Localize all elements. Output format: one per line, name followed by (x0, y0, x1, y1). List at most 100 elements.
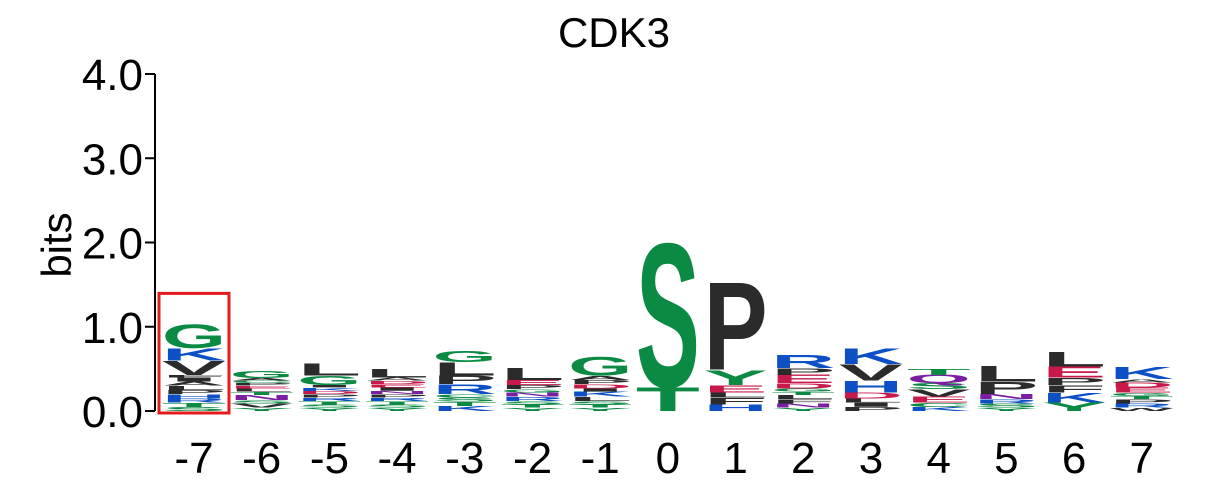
residue-glyph: Y (974, 407, 1038, 412)
residue-glyph: P (162, 389, 226, 396)
residue-glyph: T (771, 391, 835, 396)
y-tick-label: 2.0 (82, 220, 143, 269)
x-tick-label: 1 (723, 434, 747, 483)
residue-glyph: P (501, 384, 565, 391)
residue-glyph: G (501, 388, 565, 393)
residue-glyph: Y (297, 407, 361, 412)
residue-glyph: L (162, 385, 226, 392)
residue-glyph: S (974, 402, 1038, 409)
residue-glyph: V (162, 357, 226, 379)
residue-glyph: L (568, 396, 632, 403)
x-tick-label: -2 (513, 434, 552, 483)
residue-glyph: S (433, 396, 497, 403)
residue-glyph: L (433, 359, 497, 380)
residue-glyph: Q (907, 373, 971, 386)
residue-glyph: K (1110, 363, 1174, 383)
residue-glyph: D (839, 391, 903, 400)
residue-glyph: R (365, 397, 429, 402)
residue-glyph: T (162, 402, 226, 409)
residue-glyph: C (433, 393, 497, 398)
residue-glyph: E (501, 379, 565, 387)
residue-glyph: K (433, 405, 497, 413)
residue-glyph: R (771, 351, 835, 372)
residue-glyph: P (230, 383, 294, 387)
residue-glyph: L (704, 391, 768, 399)
residue-glyph: N (501, 391, 565, 398)
residue-glyph: E (771, 373, 835, 386)
residue-glyph: S (162, 406, 226, 413)
residue-glyph: G (433, 348, 497, 365)
residue-glyph: P (433, 374, 497, 387)
y-axis: 0.0 1.0 2.0 3.0 4.0 (82, 51, 156, 437)
residue-glyph: G (771, 387, 835, 392)
residue-glyph: E (704, 383, 768, 395)
residue-glyph: T (297, 400, 361, 405)
x-tick-label: 4 (926, 434, 950, 483)
residue-glyph: H (704, 403, 768, 413)
residue-glyph: K (568, 390, 632, 398)
residue-glyph: N (974, 393, 1038, 401)
residue-glyph: L (501, 364, 565, 384)
residue-glyph: P (704, 256, 768, 396)
residue-glyph: N (230, 394, 294, 402)
residue-glyph: Y (704, 366, 768, 390)
highlight-box (157, 291, 231, 415)
residue-glyph: G (230, 369, 294, 381)
residue-glyph: V (230, 402, 294, 408)
x-tick-label: 2 (791, 434, 815, 483)
y-tick-label: 1.0 (82, 304, 143, 353)
x-tick-label: 0 (656, 434, 680, 483)
y-tick-label: 3.0 (82, 135, 143, 184)
residue-glyph: L (974, 362, 1038, 387)
residue-glyph: S (907, 382, 971, 391)
residue-glyph: Y (501, 407, 565, 412)
residue-glyph: I (839, 402, 903, 409)
residue-glyph: C (230, 380, 294, 384)
x-tick-label: 3 (859, 434, 883, 483)
residue-glyph: P (297, 393, 361, 398)
residue-glyph: N (365, 390, 429, 395)
x-tick-label: -6 (242, 434, 281, 483)
residue-glyph: A (365, 376, 429, 381)
residue-glyph: A (1110, 378, 1174, 383)
residue-glyph: P (974, 378, 1038, 398)
x-tick-label: 6 (1062, 434, 1086, 483)
residue-glyph: D (297, 390, 361, 395)
residue-glyph: L (839, 397, 903, 404)
residue-glyph: S (568, 400, 632, 405)
residue-glyph: I (568, 387, 632, 392)
residue-glyph: G (1110, 392, 1174, 397)
residue-glyph: D (568, 383, 632, 390)
residue-glyph: T (433, 401, 497, 408)
residue-glyph: S (365, 403, 429, 408)
residue-glyph: E (230, 385, 294, 389)
residue-glyph: I (297, 384, 361, 388)
residue-glyph: A (230, 378, 294, 382)
residue-glyph: L (771, 394, 835, 401)
residue-glyph: Y (1042, 401, 1106, 414)
residue-glyph: L (365, 367, 429, 380)
x-axis: -7 -6 -5 -4 -3 -2 -1 0 1 2 3 4 5 6 7 (174, 434, 1154, 483)
residue-glyph: Y (365, 407, 429, 412)
residue-glyph: R (1110, 402, 1174, 409)
residue-glyph: T (907, 367, 971, 376)
residue-glyph: S (636, 202, 700, 431)
y-tick-label: 4.0 (82, 51, 143, 100)
residue-glyph: G (297, 374, 361, 388)
residue-glyph: K (297, 387, 361, 392)
residue-glyph: T (365, 400, 429, 405)
residue-glyph: T (230, 391, 294, 396)
residue-glyph: Y (230, 407, 294, 412)
residue-glyph: F (704, 396, 768, 406)
residue-glyph: H (162, 393, 226, 400)
residue-glyph: R (974, 398, 1038, 405)
residue-glyph: R (162, 397, 226, 404)
residue-glyph: I (162, 376, 226, 383)
